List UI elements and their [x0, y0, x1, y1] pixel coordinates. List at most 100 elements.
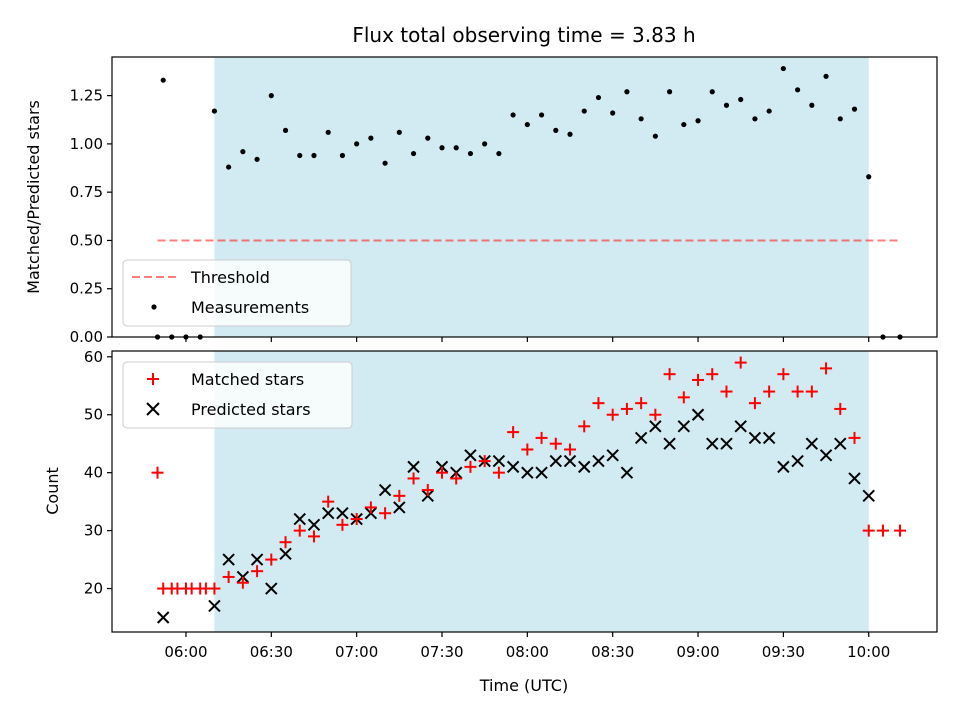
predicted-star-point [336, 507, 349, 520]
matched-star-point [549, 437, 562, 450]
y-tick-label: 50 [84, 406, 103, 424]
predicted-star-point [393, 501, 406, 514]
measurement-point [354, 141, 360, 147]
measurement-point [282, 127, 289, 133]
measurement-point [396, 129, 402, 135]
matched-star-point [236, 576, 249, 589]
predicted-legend-label: Predicted stars [191, 400, 311, 419]
matched-star-point [450, 472, 463, 485]
measurement-points [154, 65, 903, 340]
predicted-star-point [663, 437, 676, 450]
matched-star-point [592, 397, 605, 410]
measurement-point [482, 141, 488, 147]
predicted-star-point [706, 437, 719, 450]
predicted-star-point [549, 454, 563, 468]
matched-star-point [507, 426, 520, 439]
matched-star-point [777, 368, 790, 381]
matched-star-point [265, 553, 278, 566]
predicted-star-point [208, 599, 221, 613]
matched-star-point [692, 373, 705, 386]
measurement-point [851, 106, 858, 112]
measurement-point [610, 110, 616, 116]
measurement-point [581, 108, 587, 114]
predicted-star-point [321, 507, 335, 520]
matched-star-point [791, 385, 804, 398]
matched-star-point [535, 431, 548, 444]
measurement-point [240, 149, 246, 155]
matched-star-point [492, 466, 505, 479]
ratio-y-axis-label: Matched/Predicted stars [24, 100, 43, 294]
measurement-point [368, 135, 374, 141]
count-legend: Matched stars Predicted stars [122, 361, 353, 429]
y-tick-label: 40 [84, 464, 103, 482]
measurement-point [382, 160, 388, 166]
ratio-legend-box [122, 259, 352, 327]
matched-star-point [620, 402, 633, 415]
measurement-point [809, 102, 815, 108]
predicted-star-point [222, 553, 235, 566]
ratio-y-ticks: 0.00 0.25 0.50 0.75 1.00 1.25 [70, 87, 112, 346]
matched-legend-label: Matched stars [191, 370, 304, 389]
count-panel: 20 30 40 50 60 06:00 06:30 07:00 07:30 08:00 08:3… [43, 348, 938, 695]
matched-star-point [151, 466, 164, 479]
matched-star-point [251, 565, 264, 578]
measurement-point [439, 145, 445, 151]
ratio-panel: 0.00 0.25 0.50 0.75 1.00 1.25 Matched/Predict… [24, 56, 938, 346]
predicted-star-point [279, 547, 292, 560]
x-tick-label: 06:00 [164, 643, 207, 661]
predicted-star-point [762, 431, 776, 445]
measurement-point [652, 133, 658, 139]
measurement-point [681, 121, 687, 128]
predicted-star-point [578, 460, 591, 474]
measurement-point [723, 102, 730, 108]
measurement-point [453, 145, 459, 151]
measurement-point [823, 73, 829, 79]
x-axis-label: Time (UTC) [479, 676, 568, 695]
matched-star-point [862, 524, 875, 537]
measurement-point [780, 65, 786, 72]
matched-star-point [307, 530, 320, 543]
matched-star-point [379, 507, 392, 520]
x-tick-label: 07:00 [335, 643, 378, 661]
predicted-star-point [250, 553, 264, 566]
measurement-point [297, 152, 303, 159]
y-tick-label: 20 [84, 580, 103, 598]
matched-star-point [208, 582, 221, 595]
predicted-star-point [862, 489, 875, 503]
matched-star-point [279, 536, 292, 549]
predicted-star-point [734, 420, 747, 433]
matched-star-point [706, 368, 719, 381]
measurement-point [553, 127, 559, 133]
measurement-point [211, 108, 218, 114]
predicted-star-point [620, 466, 634, 479]
y-tick-label: 0.50 [70, 231, 103, 249]
matched-star-point [663, 368, 676, 381]
measurement-point [624, 89, 630, 95]
measurement-point [595, 94, 602, 101]
matched-star-point [677, 391, 690, 404]
matched-star-point [293, 524, 306, 537]
measurement-point [510, 112, 516, 118]
matched-star-point [635, 397, 648, 410]
predicted-star-point [506, 460, 520, 474]
y-tick-label: 1.00 [70, 135, 103, 153]
chart-title: Flux total observing time = 3.83 h [352, 23, 695, 47]
measurement-point [496, 150, 502, 157]
matched-star-point [393, 489, 406, 502]
predicted-star-point [592, 454, 605, 468]
ratio-panel-frame [111, 56, 938, 338]
predicted-star-point [748, 431, 762, 445]
measurement-point [795, 87, 801, 93]
matched-star-point [407, 472, 420, 485]
measurement-point [410, 150, 417, 157]
y-tick-label: 1.25 [70, 87, 103, 105]
matched-star-point [436, 466, 448, 479]
ratio-x-ticks [185, 337, 870, 342]
matched-star-point [222, 570, 235, 583]
matched-star-point [564, 443, 577, 456]
matched-star-point [364, 501, 377, 514]
predicted-star-point [606, 449, 619, 462]
measurement-point [524, 121, 530, 128]
x-tick-label: 08:30 [591, 643, 634, 661]
matched-star-point [336, 518, 349, 531]
